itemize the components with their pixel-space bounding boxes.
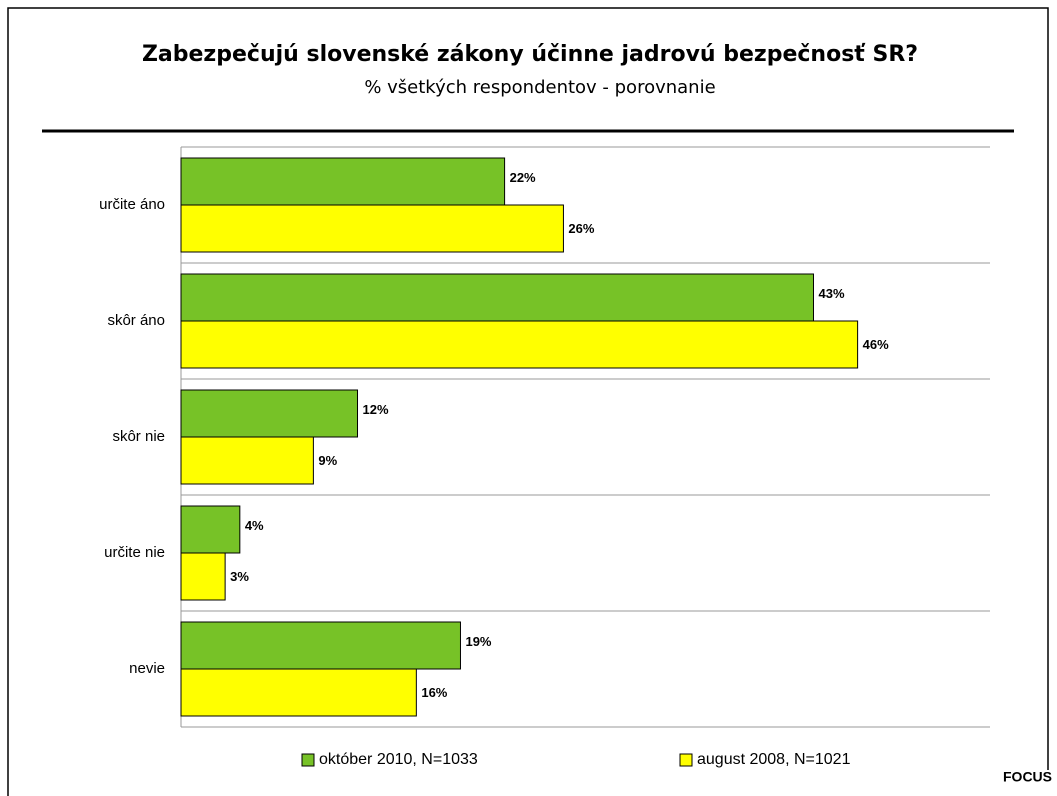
data-label: 12% [363, 402, 389, 417]
frame [7, 7, 1049, 796]
y-tick-label: určite áno [99, 196, 165, 213]
bar [180, 320, 859, 369]
y-tick-label: skôr nie [112, 428, 165, 445]
data-label: 26% [568, 221, 594, 236]
bar [180, 668, 417, 717]
data-label: 4% [245, 518, 264, 533]
data-label: 22% [510, 170, 536, 185]
data-label: 19% [465, 634, 491, 649]
y-tick-label: nevie [129, 660, 165, 677]
legend-swatch [301, 753, 315, 767]
data-label: 43% [818, 286, 844, 301]
chart-subtitle: % všetkých respondentov - porovnanie [364, 77, 715, 98]
bar [180, 436, 314, 485]
bar [180, 204, 564, 253]
chart-title: Zabezpečujú slovenské zákony účinne jadr… [142, 42, 918, 67]
bar [180, 273, 814, 322]
bar [180, 157, 506, 206]
bar [180, 505, 241, 554]
data-label: 9% [318, 453, 337, 468]
data-label: 46% [863, 337, 889, 352]
y-tick-label: skôr áno [107, 312, 165, 329]
legend-label: august 2008, N=1021 [697, 751, 851, 768]
bar [180, 552, 226, 601]
legend-swatch [679, 753, 693, 767]
data-label: 16% [421, 685, 447, 700]
y-tick-label: určite nie [104, 544, 165, 561]
legend-label: október 2010, N=1033 [319, 751, 478, 768]
bar [180, 621, 461, 670]
data-label: 3% [230, 569, 249, 584]
source: FOCUS [1003, 769, 1052, 785]
bar [180, 389, 359, 438]
